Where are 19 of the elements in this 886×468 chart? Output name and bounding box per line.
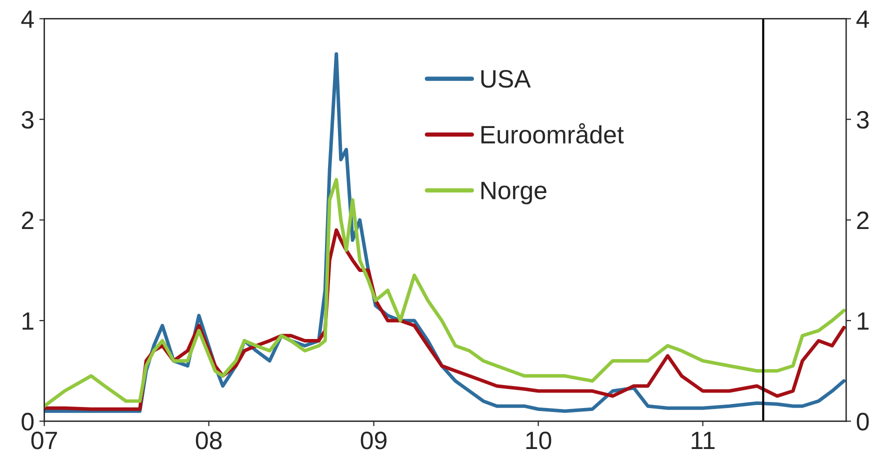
x-tick-label: 08 (196, 432, 222, 450)
x-tick-label: 07 (31, 432, 57, 450)
legend-label: Euroområdet (481, 123, 624, 144)
legend-label: USA (481, 70, 531, 88)
y2-tick-label: 3 (856, 110, 869, 129)
x-tick-label: 10 (526, 432, 552, 450)
line-series (44, 178, 846, 408)
x-tick-label: 11 (692, 432, 715, 450)
y2-tick-label: 2 (857, 212, 868, 230)
y-tick-label: 0 (22, 412, 34, 431)
y-tick-label: 3 (22, 110, 34, 129)
legend-label: Norge (481, 182, 546, 204)
x-tick-label: 09 (360, 432, 386, 450)
y2-tick-label: 0 (856, 412, 869, 431)
y2-tick-label: 1 (858, 312, 869, 330)
y-tick-label: 1 (22, 312, 34, 330)
y2-tick-label: 4 (856, 10, 870, 28)
y-tick-label: 4 (21, 10, 34, 28)
y-tick-label: 2 (22, 212, 34, 230)
